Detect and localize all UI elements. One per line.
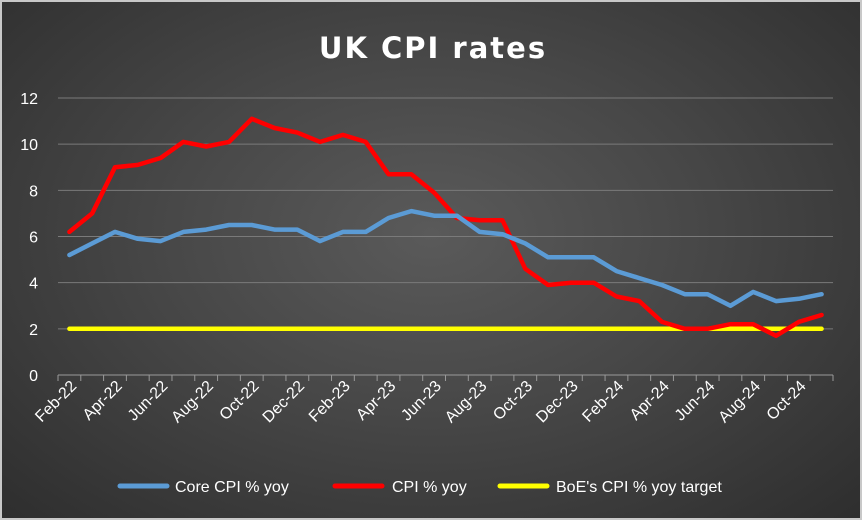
x-tick-label: Oct-23 xyxy=(490,378,536,424)
x-tick-label: Aug-22 xyxy=(168,378,217,427)
series-line-0 xyxy=(67,208,824,309)
x-tick-label: Feb-24 xyxy=(579,378,627,426)
series-line-1 xyxy=(67,116,824,339)
legend-label: Core CPI % yoy xyxy=(175,479,289,496)
x-tick-label: Oct-22 xyxy=(217,378,263,424)
x-tick-label: Apr-24 xyxy=(627,378,673,424)
y-tick-label: 8 xyxy=(29,183,38,200)
y-tick-label: 6 xyxy=(29,230,38,247)
y-tick-label: 4 xyxy=(29,276,38,293)
x-tick-label: Aug-23 xyxy=(442,378,491,427)
x-tick-label: Feb-22 xyxy=(32,378,80,426)
y-tick-label: 10 xyxy=(20,137,38,154)
x-tick-label: Oct-24 xyxy=(764,378,810,424)
legend-label: BoE's CPI % yoy target xyxy=(556,479,722,496)
x-tick-label: Aug-24 xyxy=(716,378,765,427)
legend: Core CPI % yoy CPI % yoy BoE's CPI % yoy t… xyxy=(117,479,722,496)
x-tick-label: Dec-23 xyxy=(533,378,582,427)
x-tick-label: Dec-22 xyxy=(260,378,309,427)
series-lines xyxy=(67,116,824,339)
y-tick-label: 12 xyxy=(20,91,38,108)
x-tick-label: Jun-23 xyxy=(398,378,445,425)
y-tick-label: 2 xyxy=(29,322,38,339)
y-tick-label: 0 xyxy=(29,368,38,385)
x-tick-label: Feb-23 xyxy=(306,378,354,426)
y-axis-ticks: 0 2 4 6 8 10 12 xyxy=(20,91,38,385)
chart-title: UK CPI rates xyxy=(319,31,547,65)
x-tick-label: Apr-23 xyxy=(353,378,399,424)
x-tick-label: Apr-22 xyxy=(80,378,126,424)
x-tick-label: Jun-24 xyxy=(672,378,719,425)
x-tick-label: Jun-22 xyxy=(125,378,172,425)
legend-label: CPI % yoy xyxy=(392,479,467,496)
